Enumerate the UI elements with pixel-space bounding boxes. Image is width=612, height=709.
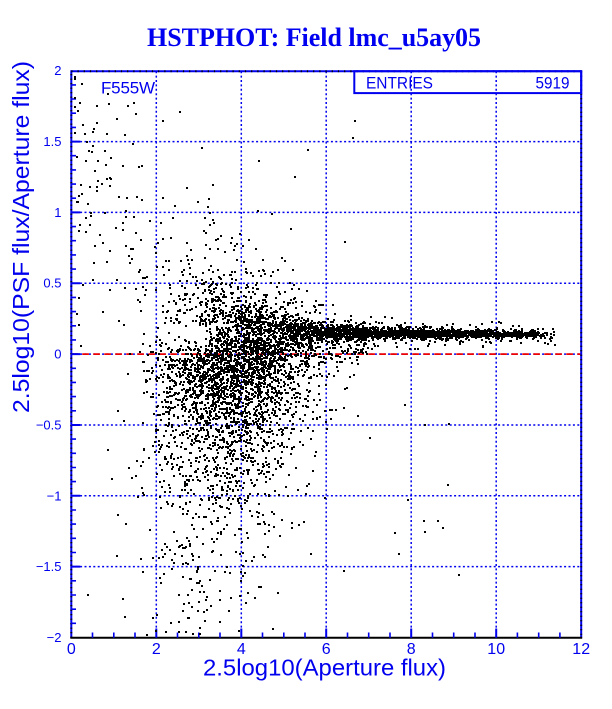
svg-text:0.5: 0.5 bbox=[43, 276, 61, 291]
svg-text:2.5log10(PSF flux/Aperture flu: 2.5log10(PSF flux/Aperture flux) bbox=[8, 61, 34, 413]
svg-text:2.5log10(Aperture flux): 2.5log10(Aperture flux) bbox=[203, 655, 446, 681]
svg-text:0: 0 bbox=[67, 641, 76, 658]
svg-text:6: 6 bbox=[322, 641, 331, 658]
svg-text:1: 1 bbox=[54, 205, 61, 220]
svg-text:−1.5: −1.5 bbox=[36, 559, 62, 574]
svg-text:4: 4 bbox=[237, 641, 246, 658]
svg-text:1.5: 1.5 bbox=[43, 134, 61, 149]
svg-text:8: 8 bbox=[407, 641, 416, 658]
svg-text:2: 2 bbox=[152, 641, 161, 658]
svg-text:12: 12 bbox=[572, 641, 590, 658]
svg-text:−0.5: −0.5 bbox=[36, 418, 62, 433]
svg-text:−2: −2 bbox=[47, 630, 62, 645]
svg-text:10: 10 bbox=[487, 641, 505, 658]
svg-text:5919: 5919 bbox=[536, 74, 570, 93]
svg-text:−1: −1 bbox=[47, 488, 62, 503]
svg-text:0: 0 bbox=[54, 347, 61, 362]
svg-text:2: 2 bbox=[54, 63, 61, 78]
svg-text:HSTPHOT: Field lmc_u5ay05: HSTPHOT: Field lmc_u5ay05 bbox=[147, 23, 481, 52]
svg-text:F555W: F555W bbox=[101, 79, 155, 98]
svg-text:ENTRIES: ENTRIES bbox=[366, 74, 433, 93]
